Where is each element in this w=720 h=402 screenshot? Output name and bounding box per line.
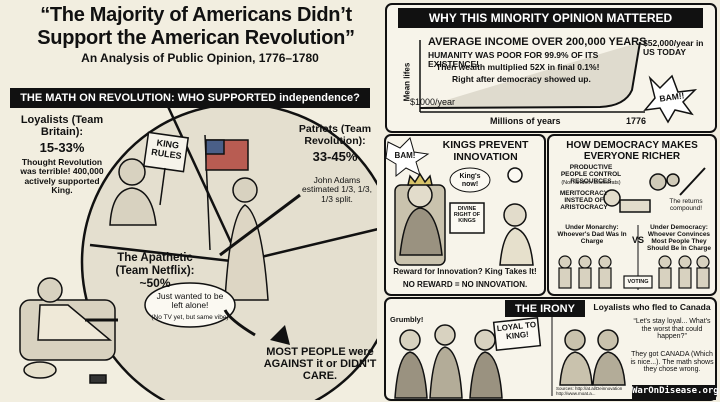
loyalists-share: 15-33%: [39, 140, 85, 155]
patriots-share: 33-45%: [312, 149, 358, 164]
inventor-figure: [499, 167, 534, 266]
panel-heading: KINGS PREVENT INNOVATION: [442, 139, 529, 163]
versus: VS: [631, 235, 644, 245]
burst-text: BAM!: [394, 151, 416, 160]
year-marker: 1776: [626, 116, 647, 126]
patriot-figure: [204, 134, 301, 301]
brand-badge: [632, 385, 716, 400]
banner: [505, 300, 585, 317]
panel: [384, 297, 717, 401]
patriots-label: Patriots (Team Revolution):: [298, 123, 372, 147]
burst: [643, 74, 698, 124]
point: MERITOCRACY INSTEAD OF ARISTOCRACY: [559, 190, 609, 212]
apathetic-label: The Apathetic (Team Netflix):: [115, 252, 195, 277]
panel-heading: WHY THIS MINORITY OPINION MATTERED: [428, 11, 673, 25]
grumble: Grumbly!: [390, 315, 424, 324]
title: “The Majority of Americans Didn’t Suppor…: [37, 4, 355, 49]
y-axis-label: Mean lifes: [402, 62, 412, 102]
chart-note: Right after democracy showed up.: [452, 74, 591, 84]
banner: [398, 8, 703, 28]
baseline-label: $1000/year: [410, 97, 456, 107]
today-label: $52,000/year in US TODAY: [643, 38, 704, 58]
x-axis-label: Millions of years: [490, 116, 561, 126]
section-banner: [10, 88, 370, 108]
subtitle: An Analysis of Public Opinion, 1776–1780: [81, 51, 319, 65]
speech-bubble: [449, 167, 491, 193]
bubble-aside: (No TV yet, but same vibe): [151, 314, 229, 321]
point: PRODUCTIVE PEOPLE CONTROL RESOURCES: [560, 164, 622, 186]
bubble-text: Just wanted to be left alone!: [156, 291, 224, 311]
monarchy-note: Under Monarchy: Whoever's Dad Was In Cha…: [557, 224, 627, 246]
patriots-note: John Adams estimated 1/3, 1/3, 1/3 split…: [302, 175, 372, 204]
arrow-head: [270, 325, 290, 345]
canada-figures: [559, 329, 626, 386]
sources: Sources: http://at.al/Deinnovation http:…: [556, 386, 623, 396]
income-curve: [419, 41, 641, 109]
chart-note: HUMANITY WAS POOR FOR 99.9% OF ITS EXIST…: [428, 50, 599, 70]
panel-heading: THE IRONY: [515, 303, 575, 315]
conclusion: NO REWARD = NO INNOVATION.: [402, 280, 528, 289]
conclusion: They got CANADA (Which is nice...). The …: [630, 351, 714, 374]
apathetic-share: ~50%: [139, 276, 171, 290]
brand: WarOnDisease.org: [632, 386, 719, 396]
loyalists-note: Thought Revolution was terrible! 400,000…: [20, 157, 104, 196]
arrow: [223, 309, 256, 337]
crowd: [558, 255, 710, 289]
chart-title: AVERAGE INCOME OVER 200,000 YEARS: [428, 36, 647, 48]
couch-figure: [19, 277, 118, 384]
burst: [385, 137, 430, 178]
loyalist-crowd: [394, 316, 542, 399]
democracy-note: Under Democracy: Whoever Convinces Most …: [647, 224, 711, 253]
loyalist-figure: [109, 131, 190, 226]
panel-heading: HOW DEMOCRACY MAKES EVERYONE RICHER: [566, 140, 698, 162]
speech-bubble: [144, 282, 236, 328]
section-heading: THE MATH ON REVOLUTION: WHO SUPPORTED in…: [20, 92, 360, 104]
point-note: (Not random aristocrats): [561, 180, 621, 186]
caption: Reward for Innovation? King Takes It!: [393, 267, 537, 276]
quote: “Let's stay loyal... What's the worst th…: [633, 318, 711, 341]
chart-note: Then wealth multiplied 52X in final 0.1%…: [436, 62, 600, 72]
ballot-text: VOTING: [627, 279, 649, 285]
compound-note: The returns compound!: [669, 198, 703, 213]
book-text: DIVINE RIGHT OF KINGS: [453, 206, 481, 225]
loyalists-label: Loyalists (Team Britain):: [20, 114, 104, 139]
speech-text: King's now!: [459, 173, 481, 188]
king-figure: [394, 172, 485, 266]
desk-figure: [603, 167, 706, 213]
conclusion: MOST PEOPLE were AGAINST it or DIDN'T CA…: [263, 346, 377, 383]
caption: Loyalists who fled to Canada: [593, 302, 711, 312]
